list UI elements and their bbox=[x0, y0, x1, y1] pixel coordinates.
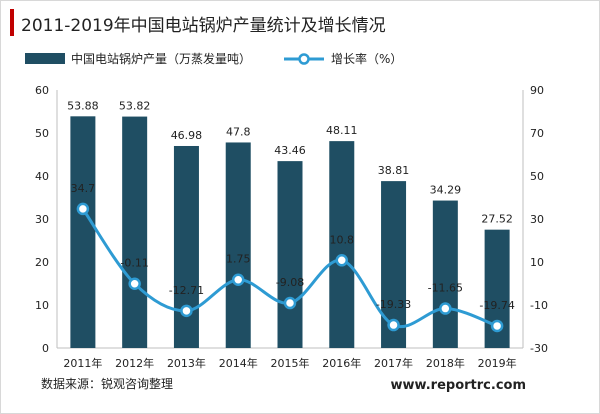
bar-value-label: 34.29 bbox=[430, 184, 462, 197]
growth-rate-point-8 bbox=[439, 302, 452, 315]
bar-4 bbox=[225, 142, 251, 348]
right-tick-label: 30 bbox=[530, 213, 544, 226]
right-tick-label: -10 bbox=[530, 299, 548, 312]
left-tick-label: 30 bbox=[35, 213, 49, 226]
bar-value-label: 53.82 bbox=[119, 100, 151, 113]
left-tick-label: 0 bbox=[42, 342, 49, 355]
growth-rate-point-5 bbox=[283, 296, 297, 310]
legend-line-label: 增长率（%） bbox=[331, 51, 402, 66]
growth-rate-label: -19.74 bbox=[479, 299, 514, 312]
growth-rate-point-9 bbox=[490, 319, 504, 333]
growth-rate-point-2 bbox=[128, 277, 141, 290]
growth-rate-label: -0.11 bbox=[120, 257, 148, 270]
growth-rate-point-7 bbox=[387, 318, 400, 332]
right-tick-label: 10 bbox=[530, 256, 544, 269]
growth-rate-label: -9.08 bbox=[276, 276, 304, 289]
legend-bar-swatch bbox=[25, 53, 65, 64]
right-tick-label: 50 bbox=[530, 170, 544, 183]
left-tick-label: 20 bbox=[35, 256, 49, 269]
growth-rate-point-6 bbox=[335, 254, 349, 267]
growth-rate-label: -11.65 bbox=[428, 282, 463, 295]
growth-rate-point-3 bbox=[180, 304, 193, 318]
x-tick-label: 2019年 bbox=[478, 356, 517, 370]
source-note: 数据来源：锐观咨询整理 bbox=[41, 376, 173, 391]
bar-2 bbox=[122, 116, 148, 348]
x-tick-label: 2014年 bbox=[219, 356, 258, 370]
watermark: www.reportrc.com bbox=[391, 378, 526, 393]
x-tick-label: 2013年 bbox=[167, 356, 206, 370]
x-tick-label: 2011年 bbox=[63, 356, 102, 370]
legend-bar-label: 中国电站锅炉产量（万蒸发量吨） bbox=[71, 51, 251, 66]
x-tick-label: 2016年 bbox=[322, 356, 361, 370]
bar-value-label: 43.46 bbox=[274, 144, 306, 157]
left-tick-label: 10 bbox=[35, 299, 49, 312]
right-tick-label: 90 bbox=[530, 84, 544, 97]
growth-rate-label: 10.8 bbox=[330, 233, 355, 246]
bar-1 bbox=[70, 116, 96, 348]
bar-5 bbox=[277, 161, 303, 348]
x-tick-label: 2012年 bbox=[115, 356, 154, 370]
bar-value-label: 27.52 bbox=[481, 213, 513, 226]
x-tick-label: 2015年 bbox=[271, 356, 310, 370]
right-tick-label: 70 bbox=[530, 127, 544, 140]
x-tick-label: 2018年 bbox=[426, 356, 465, 370]
bar-value-label: 53.88 bbox=[67, 99, 99, 112]
bar-value-label: 48.11 bbox=[326, 124, 358, 137]
bar-8 bbox=[432, 200, 458, 348]
growth-rate-label: 1.75 bbox=[226, 253, 251, 266]
left-tick-label: 50 bbox=[35, 127, 49, 140]
right-tick-label: -30 bbox=[530, 342, 548, 355]
x-tick-label: 2017年 bbox=[374, 356, 413, 370]
growth-rate-label: 34.7 bbox=[71, 182, 96, 195]
growth-rate-point-1 bbox=[76, 202, 90, 216]
chart-title: 2011-2019年中国电站锅炉产量统计及增长情况 bbox=[21, 16, 386, 36]
growth-rate-point-4 bbox=[231, 273, 245, 286]
bar-value-label: 46.98 bbox=[171, 129, 203, 142]
left-tick-label: 60 bbox=[35, 84, 49, 97]
growth-rate-label: -12.71 bbox=[169, 284, 204, 297]
growth-rate-label: -19.33 bbox=[376, 298, 411, 311]
legend-line-marker bbox=[298, 53, 310, 65]
bar-value-label: 47.8 bbox=[226, 125, 251, 138]
left-tick-label: 40 bbox=[35, 170, 49, 183]
bar-value-label: 38.81 bbox=[378, 164, 410, 177]
title-accent-bar bbox=[10, 9, 14, 36]
bar-6 bbox=[329, 141, 355, 348]
bar-3 bbox=[173, 145, 199, 348]
